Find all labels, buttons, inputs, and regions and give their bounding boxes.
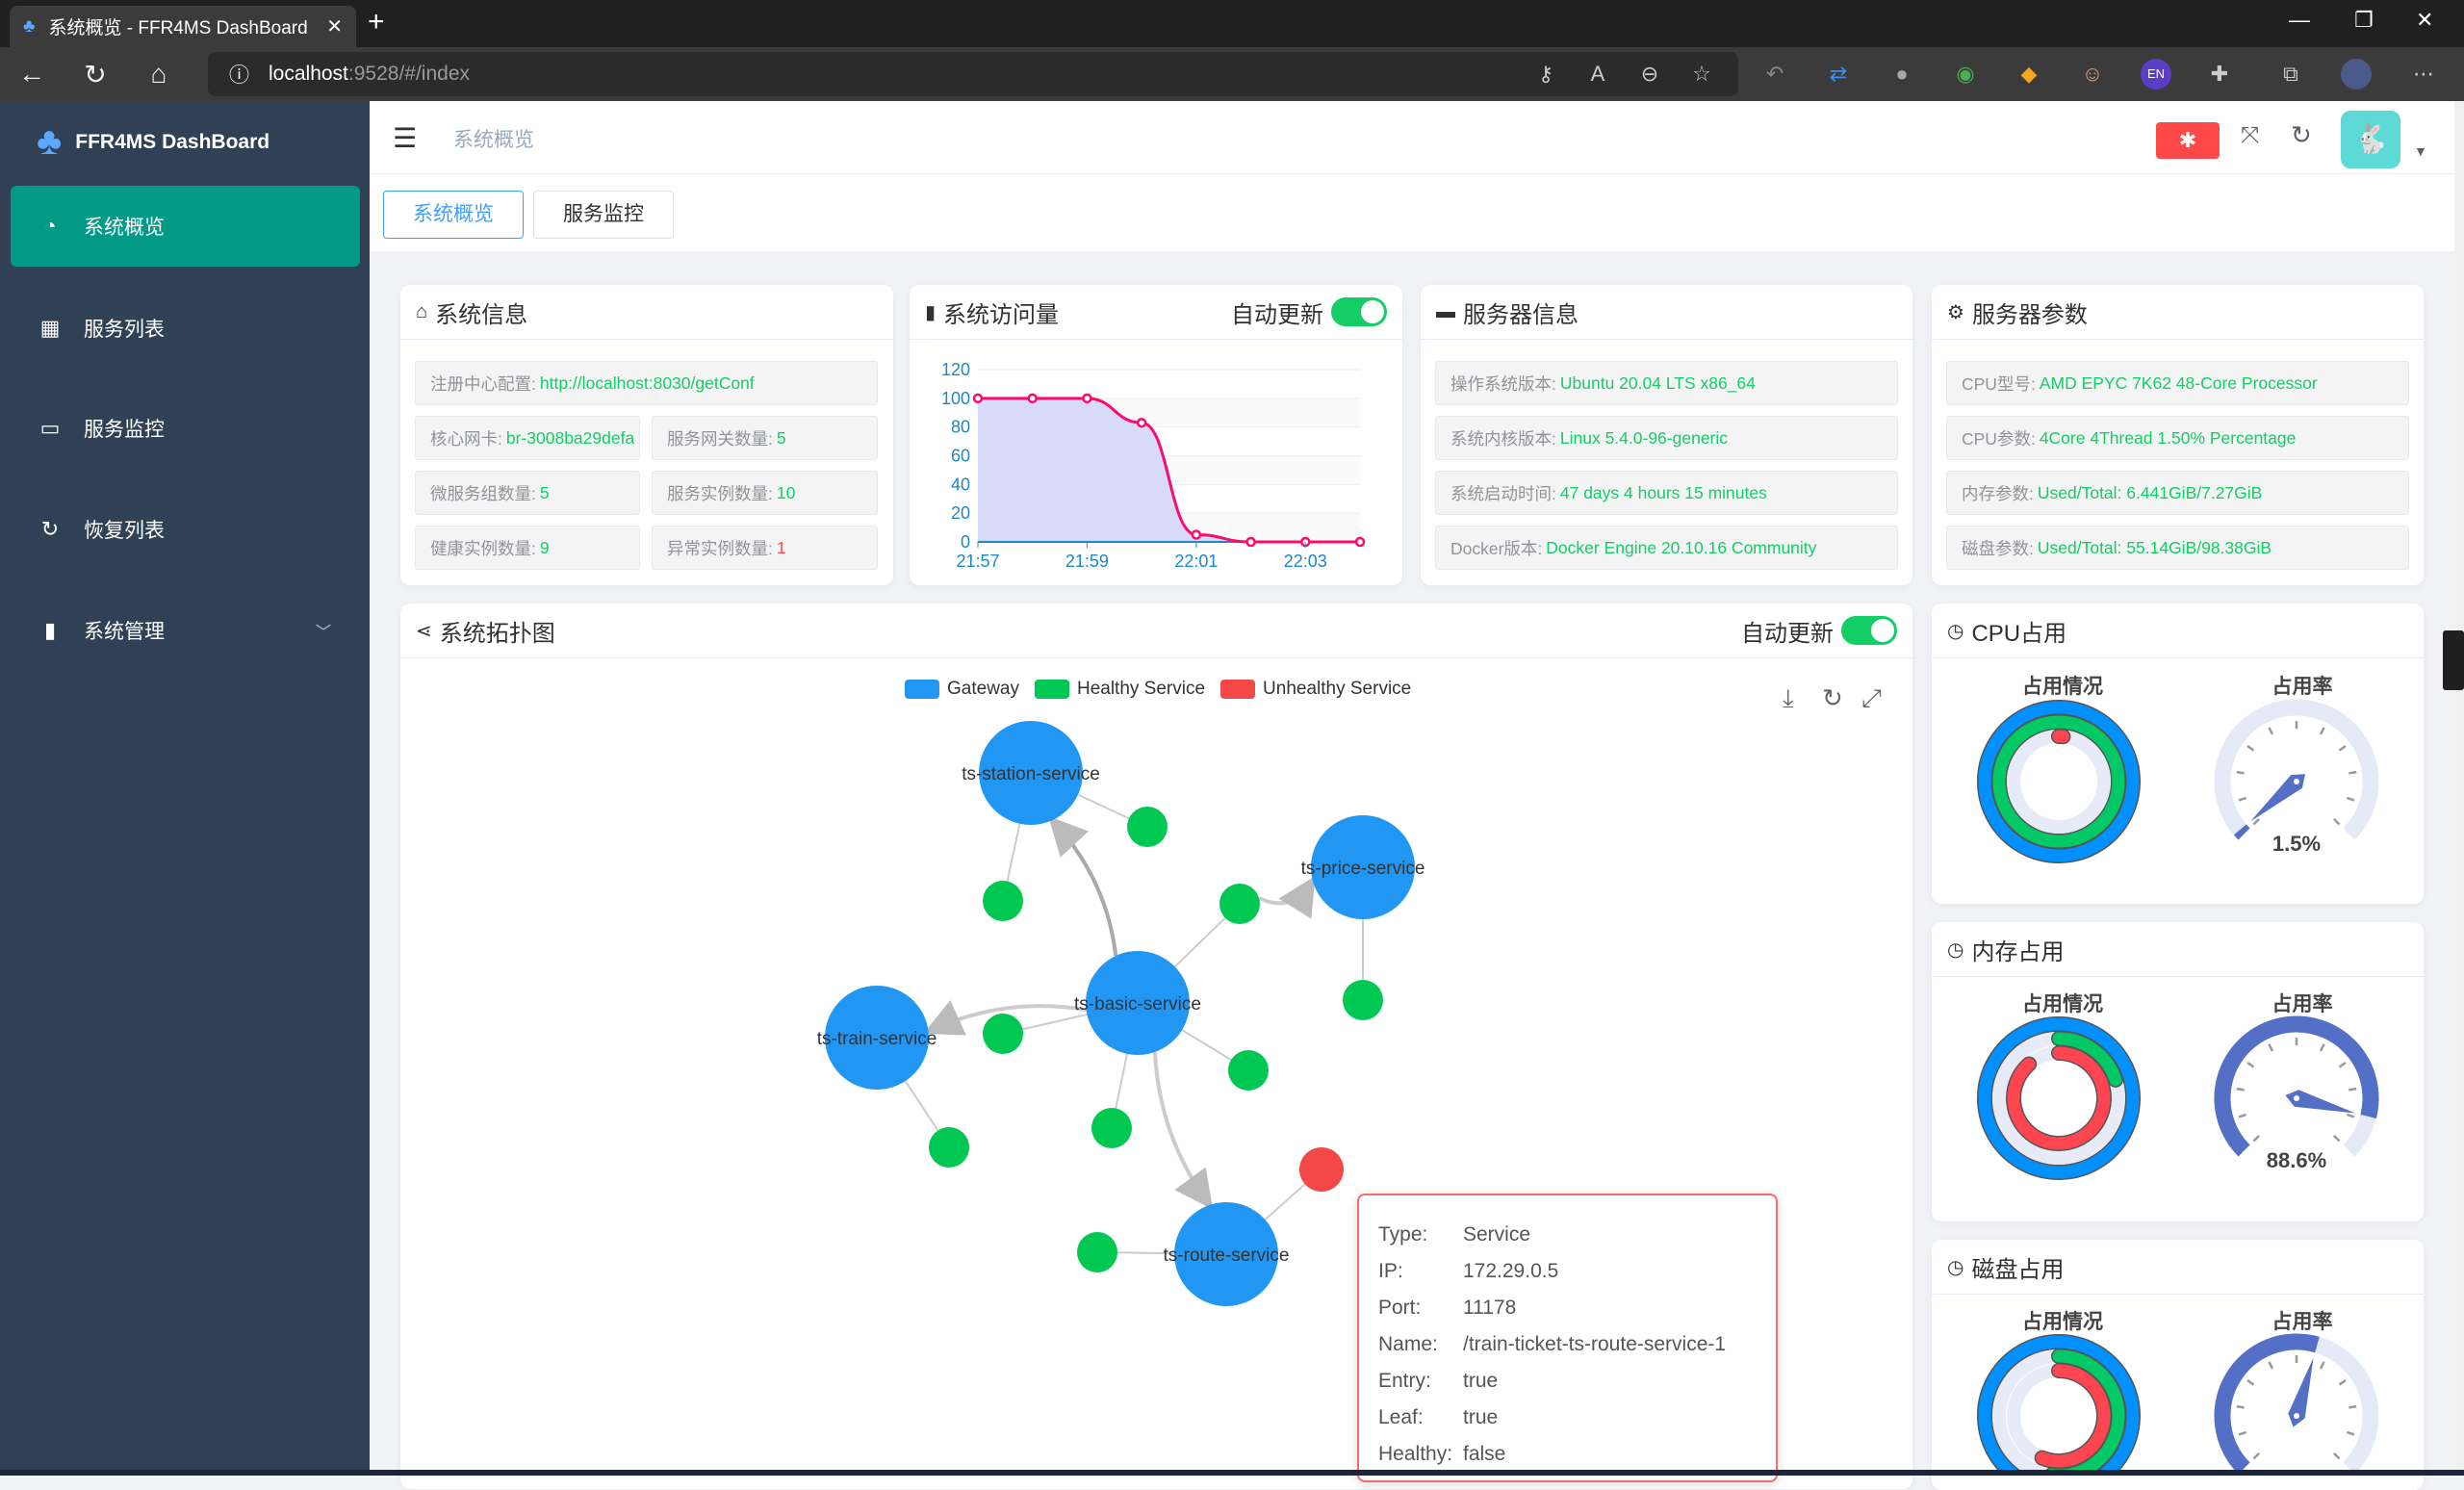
tooltip-value: true xyxy=(1463,1370,1498,1393)
gauge-icon: ◷ xyxy=(1947,619,1964,643)
memory-usage-card: ◷ 内存占用 xyxy=(1932,922,2424,1221)
healthy-service-node xyxy=(983,1014,1023,1054)
tooltip-key: Port: xyxy=(1378,1297,1463,1320)
cpu-usage-card: ◷ CPU占用 xyxy=(1932,604,2424,904)
gauge-icon: ◷ xyxy=(1947,938,1964,962)
ring-title: 占用情况 xyxy=(2022,671,2103,700)
gateway-node-label: ts-route-service xyxy=(1164,1246,1290,1266)
ring-title: 占用情况 xyxy=(2022,1306,2103,1335)
healthy-service-node xyxy=(1343,980,1383,1020)
graph-arrow xyxy=(1155,1052,1208,1203)
tooltip-key: Leaf: xyxy=(1378,1406,1463,1429)
tooltip-key: Type: xyxy=(1378,1223,1463,1246)
gateway-node-label: ts-basic-service xyxy=(1074,994,1201,1015)
gateway-node-label: ts-price-service xyxy=(1301,859,1425,879)
healthy-service-node xyxy=(983,881,1023,921)
graph-arrow xyxy=(1054,822,1116,956)
tooltip-value: false xyxy=(1463,1443,1505,1466)
graph-arrow xyxy=(1259,883,1311,903)
tooltip-row: Healthy:false xyxy=(1378,1436,1757,1473)
tooltip-key: Healthy: xyxy=(1378,1443,1463,1466)
gauge-title: 占用率 xyxy=(2272,989,2333,1017)
healthy-service-node xyxy=(1228,1050,1269,1091)
gateway-node-label: ts-station-service xyxy=(962,764,1100,784)
unhealthy-service-node xyxy=(1299,1147,1344,1192)
gauge-title: 占用率 xyxy=(2272,671,2333,700)
tooltip-value: Service xyxy=(1463,1223,1530,1246)
healthy-service-node xyxy=(1219,884,1260,924)
disk-usage-card: ◷ 磁盘占用 xyxy=(1932,1240,2424,1490)
taskbar xyxy=(0,1470,2464,1476)
tooltip-key: IP: xyxy=(1378,1260,1463,1283)
tooltip-row: Type:Service xyxy=(1378,1217,1757,1253)
healthy-service-node xyxy=(929,1127,969,1168)
ring-title: 占用情况 xyxy=(2022,989,2103,1017)
tooltip-row: Entry:true xyxy=(1378,1363,1757,1400)
tooltip-value: true xyxy=(1463,1406,1498,1429)
tooltip-value: 11178 xyxy=(1463,1297,1516,1320)
card-title: 磁盘占用 xyxy=(1971,1250,2064,1284)
card-title: 内存占用 xyxy=(1971,933,2064,966)
healthy-service-node xyxy=(1077,1232,1117,1272)
healthy-service-node xyxy=(1091,1108,1132,1148)
healthy-service-node xyxy=(1127,807,1168,847)
gauge-icon: ◷ xyxy=(1947,1255,1964,1279)
tooltip-value: /train-ticket-ts-route-service-1 xyxy=(1463,1333,1726,1356)
card-title: CPU占用 xyxy=(1971,614,2066,648)
gateway-node-label: ts-train-service xyxy=(817,1029,937,1049)
tooltip-row: IP:172.29.0.5 xyxy=(1378,1253,1757,1290)
tooltip-value: 172.29.0.5 xyxy=(1463,1260,1558,1283)
gauge-title: 占用率 xyxy=(2272,1306,2333,1335)
tooltip-key: Entry: xyxy=(1378,1370,1463,1393)
tooltip-row: Leaf:true xyxy=(1378,1400,1757,1436)
tooltip-row: Name:/train-ticket-ts-route-service-1 xyxy=(1378,1326,1757,1363)
tooltip-row: Port:11178 xyxy=(1378,1290,1757,1326)
tooltip-key: Name: xyxy=(1378,1333,1463,1356)
